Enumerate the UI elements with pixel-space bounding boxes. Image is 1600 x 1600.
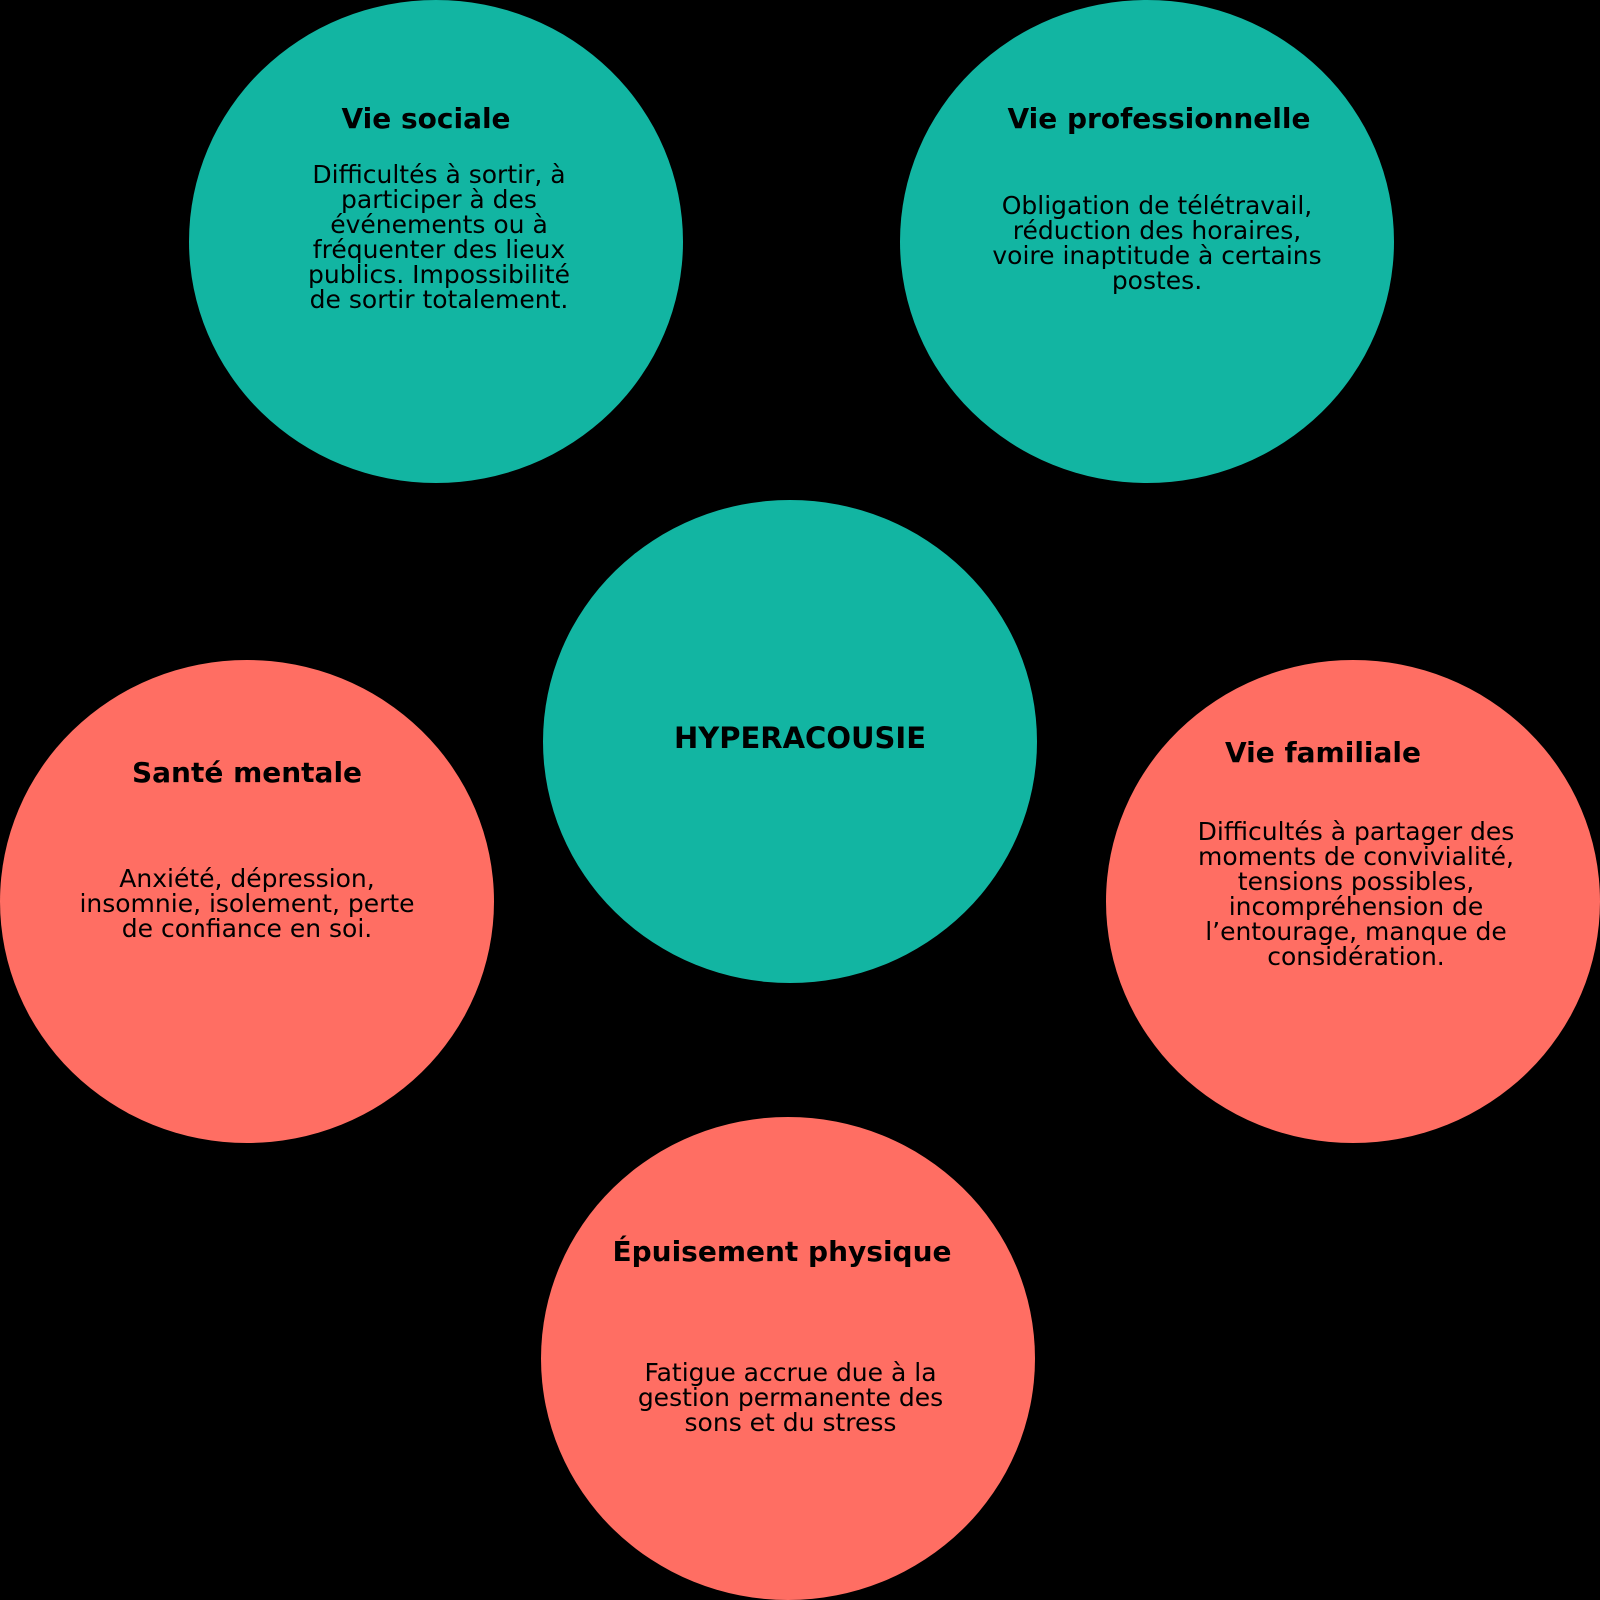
node-title: Vie sociale bbox=[341, 102, 511, 135]
node-epuisement-physique: Épuisement physique Fatigue accrue due à… bbox=[541, 1117, 1035, 1600]
node-text: Anxiété, dépression, insomnie, isolement… bbox=[79, 864, 415, 943]
node-title: Vie professionnelle bbox=[1007, 102, 1311, 135]
node-title: Épuisement physique bbox=[612, 1235, 952, 1268]
node-text: Fatigue accrue due à la gestion permanen… bbox=[637, 1358, 944, 1437]
node-vie-professionnelle: Vie professionnelle Obligation de télétr… bbox=[900, 0, 1394, 483]
node-title: Vie familiale bbox=[1224, 736, 1422, 769]
node-text: Obligation de télétravail, réduction des… bbox=[992, 191, 1322, 295]
node-sante-mentale: Santé mentale Anxiété, dépression, insom… bbox=[0, 660, 494, 1143]
node-vie-sociale: Vie sociale Difficultés à sortir, à part… bbox=[189, 0, 683, 483]
node-text: Difficultés à sortir, à participer à des… bbox=[308, 160, 570, 314]
center-title: HYPERACOUSIE bbox=[673, 721, 927, 755]
node-vie-familiale: Vie familiale Difficultés à partager des… bbox=[1106, 660, 1600, 1143]
node-title: Santé mentale bbox=[131, 756, 363, 789]
center-node: HYPERACOUSIE bbox=[543, 500, 1037, 983]
node-text: Difficultés à partager des moments de co… bbox=[1197, 817, 1515, 971]
